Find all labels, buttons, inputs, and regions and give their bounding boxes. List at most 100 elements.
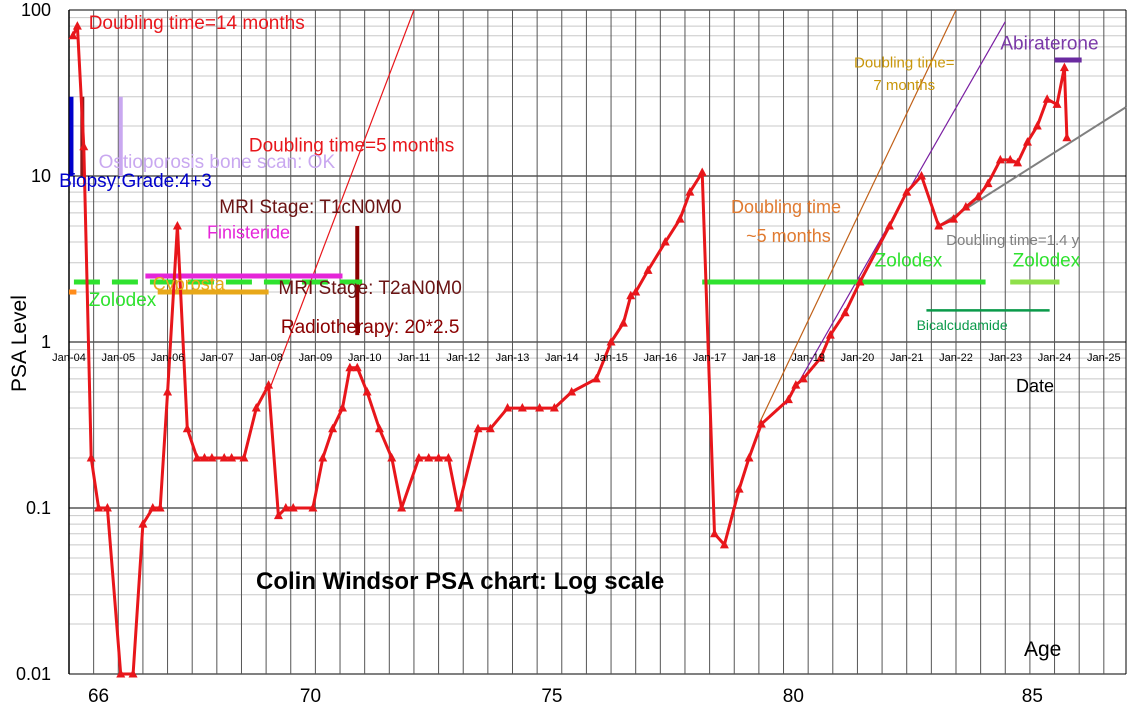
- annotation-label: MRI Stage: T2aN0M0: [278, 278, 461, 299]
- tick-labels: 0.01 0.1 1 10 100 Jan-04 Jan-05 Jan-06 Jan-07 Jan…: [16, 0, 1121, 707]
- data-point: [884, 220, 894, 230]
- annotation-label: Biopsy:Grade:4+3: [59, 171, 212, 192]
- data-point: [710, 528, 720, 538]
- data-point: [1052, 99, 1062, 108]
- data-point: [86, 453, 96, 462]
- annotation-label: 7 months: [873, 77, 935, 94]
- x-tick-label: Jan-22: [939, 352, 973, 364]
- data-point: [128, 669, 138, 678]
- data-point: [264, 380, 274, 389]
- x-tick-label: Jan-21: [890, 352, 924, 364]
- data-point: [72, 21, 82, 30]
- x-tick-label: Jan-08: [249, 352, 283, 364]
- data-point: [660, 237, 670, 246]
- annotation-label: Zolodex: [875, 250, 943, 271]
- data-point: [567, 386, 577, 396]
- data-point: [352, 362, 362, 372]
- data-point: [251, 403, 261, 412]
- data-point: [362, 386, 372, 396]
- data-point: [517, 403, 527, 412]
- data-point: [697, 167, 707, 176]
- data-point: [1042, 94, 1052, 103]
- data-point: [182, 423, 192, 433]
- data-point: [337, 403, 347, 412]
- data-point: [1059, 62, 1069, 72]
- data-point: [949, 214, 959, 223]
- x-tick-label: Jan-18: [742, 352, 776, 364]
- data-point: [675, 214, 685, 223]
- age-tick-label: 85: [1022, 686, 1043, 707]
- age-tick-label: 75: [541, 686, 562, 707]
- y-tick-label: 1: [41, 332, 51, 352]
- data-point: [855, 276, 865, 286]
- data-point: [138, 519, 148, 528]
- data-point: [155, 503, 165, 512]
- y-tick-label: 0.01: [16, 664, 51, 684]
- data-point: [744, 453, 754, 462]
- data-point: [424, 453, 434, 462]
- data-point: [387, 453, 397, 462]
- data-point: [503, 403, 513, 412]
- data-point: [281, 503, 291, 512]
- trend-line: [938, 106, 1127, 227]
- data-point: [798, 373, 808, 383]
- x-tick-label: Jan-17: [693, 352, 727, 364]
- x-tick-label: Jan-09: [299, 352, 333, 364]
- data-point: [239, 453, 249, 462]
- data-point: [643, 265, 653, 274]
- data-point: [549, 403, 559, 412]
- data-point: [288, 503, 298, 512]
- data-point: [840, 307, 850, 317]
- trend-line: [268, 9, 415, 393]
- data-point: [719, 539, 729, 549]
- annotation-label: Radiotherapy: 20*2.5: [281, 317, 460, 338]
- data-point: [328, 423, 338, 433]
- data-point: [219, 453, 229, 462]
- data-point: [1013, 157, 1023, 167]
- data-point: [902, 187, 912, 196]
- data-point: [916, 171, 926, 180]
- data-point: [172, 220, 182, 230]
- data-point: [192, 453, 202, 462]
- data-point: [995, 154, 1005, 164]
- age-axis-title: Age: [1024, 638, 1061, 661]
- data-point: [756, 419, 766, 428]
- annotation-label: Zolodex: [1013, 250, 1081, 271]
- chart-title: Colin Windsor PSA chart: Log scale: [256, 568, 664, 595]
- data-point: [485, 423, 495, 433]
- age-tick-label: 66: [88, 686, 109, 707]
- x-tick-label: Jan-23: [988, 352, 1022, 364]
- data-point: [934, 220, 944, 230]
- data-point: [227, 453, 237, 462]
- data-point: [148, 503, 158, 512]
- annotation-label: Bicalcudamide: [917, 317, 1008, 333]
- trend-line: [758, 9, 957, 425]
- annotation-label: Abiraterone: [1000, 33, 1098, 54]
- data-point: [200, 453, 210, 462]
- y-tick-label: 10: [31, 166, 51, 186]
- annotation-label: Doubling time=: [854, 55, 955, 72]
- psa-markers: [68, 21, 1072, 678]
- data-point: [1032, 121, 1042, 130]
- data-point: [618, 318, 628, 327]
- x-tick-label: Jan-11: [398, 352, 431, 364]
- y-axis-title: PSA Level: [8, 295, 31, 392]
- data-point: [606, 337, 616, 346]
- data-point: [734, 484, 744, 493]
- y-tick-label: 0.1: [26, 498, 51, 518]
- annotation-label: Finisteride: [207, 223, 290, 243]
- annotation-label: Doubling time=1.4 y: [946, 232, 1079, 249]
- data-point: [783, 394, 793, 404]
- data-point: [273, 510, 283, 520]
- data-point: [68, 30, 78, 40]
- data-point: [414, 453, 424, 462]
- data-point: [345, 362, 355, 372]
- annotation-label: Zolodex: [89, 290, 157, 311]
- data-point: [453, 503, 463, 512]
- x-tick-label: Jan-24: [1038, 352, 1072, 364]
- data-point: [308, 503, 318, 512]
- data-point: [591, 373, 601, 383]
- data-point: [825, 330, 835, 339]
- data-point: [815, 353, 825, 362]
